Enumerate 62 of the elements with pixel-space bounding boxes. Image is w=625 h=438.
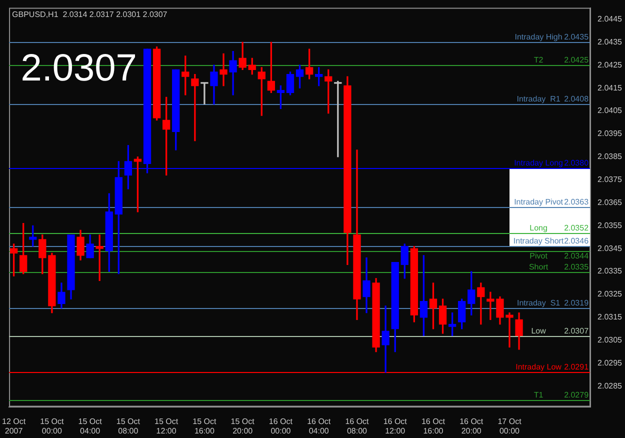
x-tick-label: 16 Oct 12:00 bbox=[383, 416, 408, 436]
y-tick-label: 2.0425 bbox=[598, 60, 623, 70]
ref-line-label: Long bbox=[530, 224, 548, 233]
y-tick-label: 2.0335 bbox=[598, 266, 623, 276]
y-tick-label: 2.0365 bbox=[598, 198, 623, 207]
candlestick bbox=[191, 74, 199, 142]
y-tick-label: 2.0375 bbox=[598, 174, 623, 184]
annotation: 2.0344 bbox=[564, 252, 590, 261]
x-tick-label: 16 Oct 16:00 bbox=[421, 416, 446, 436]
x-tick-label: 15 Oct 20:00 bbox=[230, 416, 256, 436]
x-tick-label: 15 Oct 16:00 bbox=[192, 416, 218, 436]
x-tick-label: 15 Oct 08:00 bbox=[116, 416, 141, 436]
y-tick-label: 2.0405 bbox=[598, 106, 623, 116]
ref-line-label: Intraday S1 bbox=[516, 298, 561, 308]
y-tick-label: 2.0355 bbox=[598, 220, 623, 230]
y-tick-label: 2.0325 bbox=[598, 290, 623, 299]
candlestick bbox=[220, 53, 228, 86]
y-tick-label: 2.0385 bbox=[598, 152, 623, 162]
annotation: 2.0335 bbox=[564, 262, 590, 272]
ref-line-label: Intraday Long bbox=[514, 158, 563, 168]
x-tick-label: 16 Oct 08:00 bbox=[345, 416, 370, 436]
annotation: 2.0425 bbox=[564, 56, 590, 65]
annotation: 2.0291 bbox=[564, 362, 590, 372]
annotation: 2.0380 bbox=[564, 158, 590, 168]
y-tick-label: 2.0295 bbox=[598, 358, 623, 368]
chart-title: GBPUSD,H1 2.0314 2.0317 2.0301 2.0307 bbox=[12, 10, 168, 20]
annotation: 2.0279 bbox=[564, 390, 590, 400]
ref-line-label: Intraday Short bbox=[513, 236, 564, 246]
ref-line-label: Intraday R1 bbox=[516, 94, 561, 104]
y-tick-label: 2.0345 bbox=[598, 244, 623, 253]
y-tick-label: 2.0445 bbox=[598, 14, 623, 24]
y-tick-label: 2.0415 bbox=[598, 83, 623, 92]
y-tick-label: 2.0315 bbox=[598, 312, 623, 322]
x-tick-label: 16 Oct 20:00 bbox=[460, 416, 484, 436]
x-tick-label: 15 Oct 00:00 bbox=[40, 416, 64, 436]
y-tick-label: 2.0285 bbox=[598, 381, 623, 390]
annotation: 2.0319 bbox=[564, 298, 590, 308]
y-tick-label: 2.0435 bbox=[598, 37, 623, 46]
x-tick-label: 12 Oct 2007 bbox=[2, 416, 26, 436]
x-tick-label: 16 Oct 04:00 bbox=[307, 416, 332, 436]
annotation: 2.0363 bbox=[564, 198, 590, 207]
ref-line-label: Intraday Low bbox=[516, 362, 562, 372]
x-tick-label: 15 Oct 04:00 bbox=[78, 416, 103, 436]
annotation: 2.0408 bbox=[564, 94, 590, 104]
ref-line-label: T2 bbox=[534, 56, 544, 65]
candlestick bbox=[382, 306, 390, 373]
annotation: 2.0346 bbox=[564, 236, 590, 246]
x-tick-label: 15 Oct 12:00 bbox=[154, 416, 179, 436]
candlestick bbox=[200, 82, 208, 104]
x-tick-label: 17 Oct 00:00 bbox=[498, 416, 522, 436]
annotation: 2.0435 bbox=[564, 32, 590, 42]
ref-line-label: Pivot bbox=[530, 252, 548, 261]
annotation: 2.0307 bbox=[564, 326, 590, 336]
y-tick-label: 2.0395 bbox=[598, 129, 623, 138]
ref-line-label: Short bbox=[528, 262, 549, 272]
x-tick-label: 16 Oct 00:00 bbox=[268, 416, 294, 436]
ref-line-label: Low bbox=[531, 326, 546, 336]
ref-line-label: Intraday High bbox=[514, 32, 562, 42]
y-tick-label: 2.0305 bbox=[598, 336, 623, 345]
ref-line-label: Intraday Pivot bbox=[514, 198, 564, 207]
annotation: 2.0352 bbox=[564, 224, 590, 233]
ref-line-label: T1 bbox=[534, 390, 544, 400]
